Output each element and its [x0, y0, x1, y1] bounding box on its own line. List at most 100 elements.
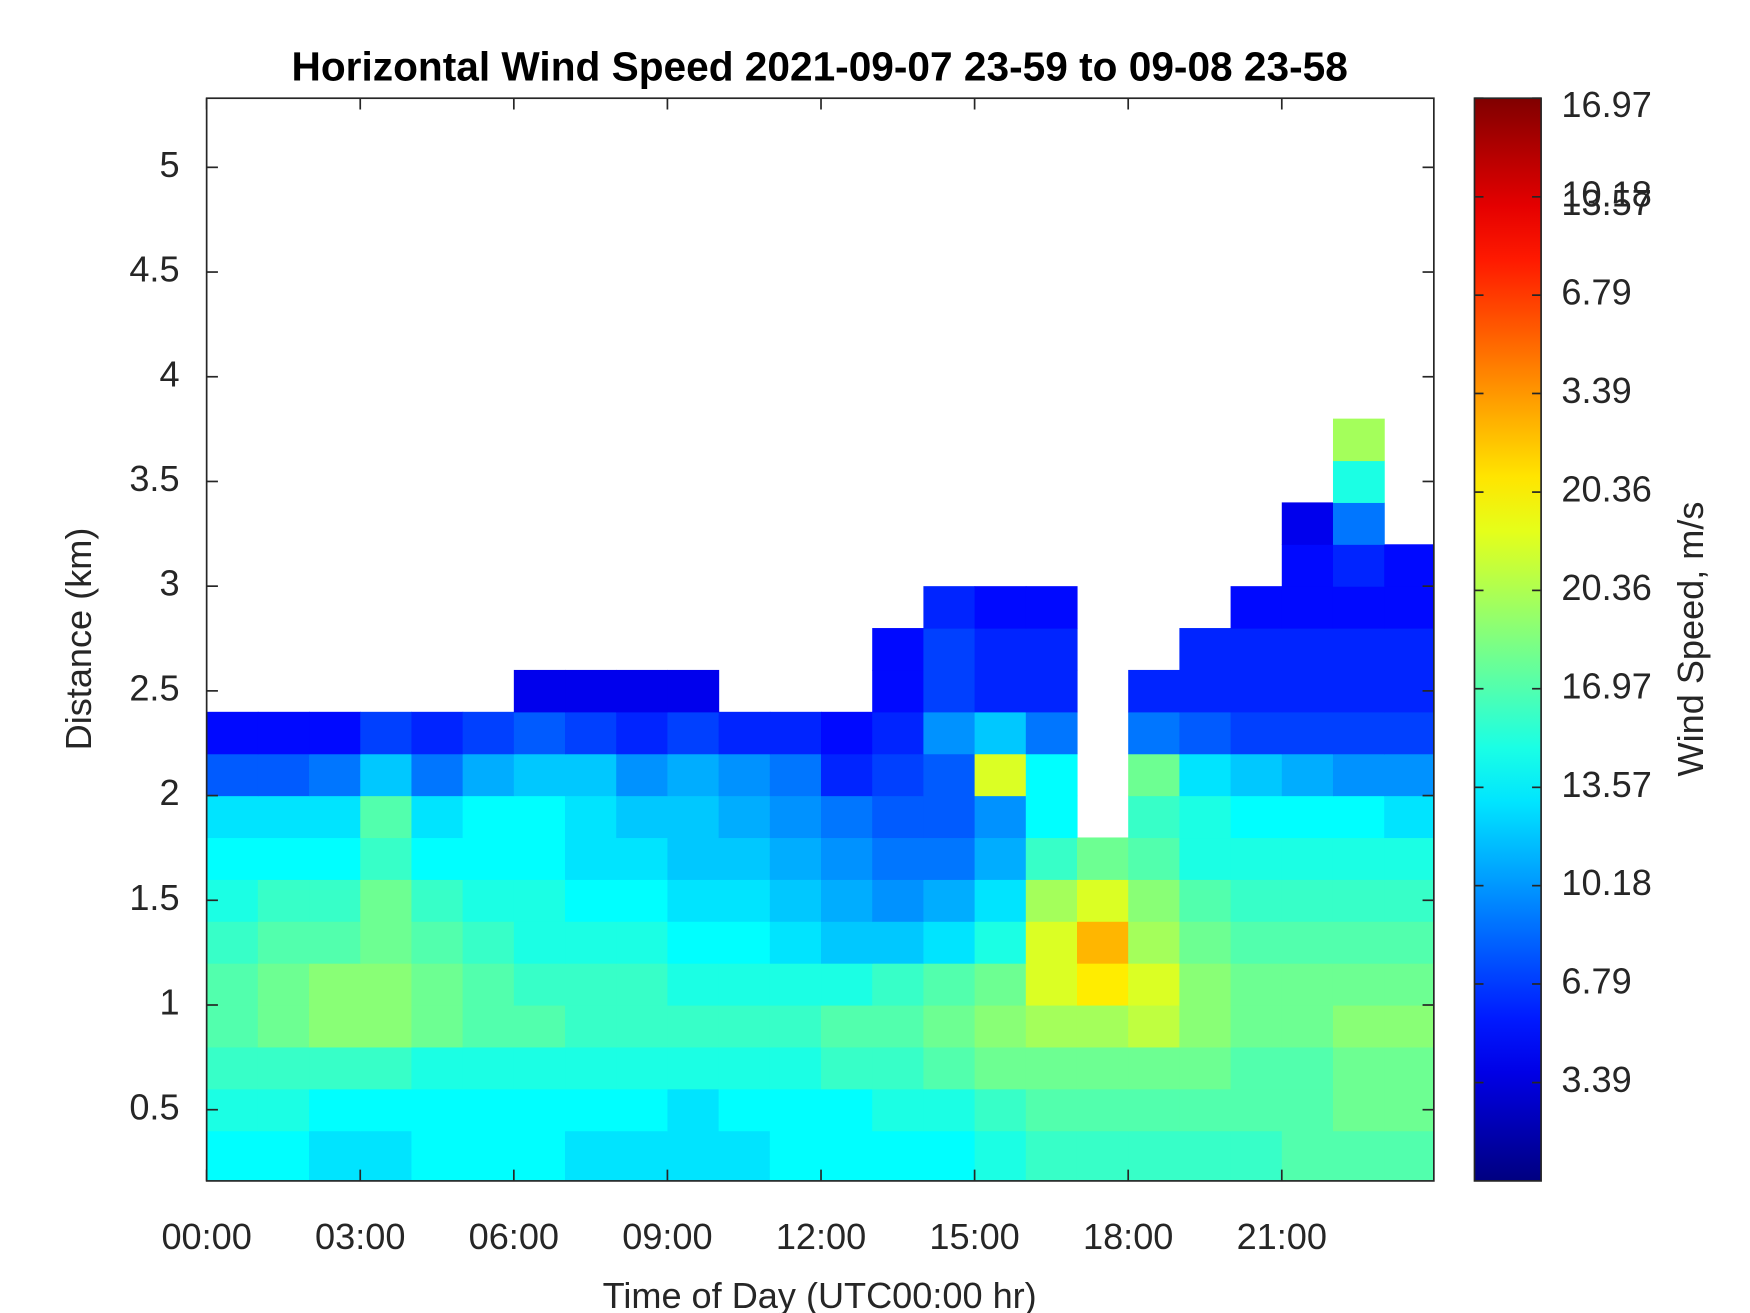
heatmap-cell [769, 921, 822, 964]
heatmap-cell [974, 879, 1027, 922]
heatmap-cell [1230, 586, 1283, 629]
heatmap-cell [1179, 1046, 1232, 1090]
heatmap-cell [616, 921, 668, 964]
heatmap-cell [1128, 1046, 1180, 1090]
heatmap-cell [1128, 753, 1180, 797]
heatmap-cell [411, 1046, 464, 1090]
heatmap-cell [667, 963, 720, 1006]
heatmap-cell [1179, 1088, 1232, 1132]
heatmap-cell [1384, 837, 1435, 880]
heatmap-cell [1128, 1004, 1180, 1048]
heatmap-cell [667, 1130, 720, 1182]
heatmap-cell [821, 795, 873, 839]
heatmap-cell [257, 753, 310, 797]
heatmap-cell [462, 921, 515, 964]
heatmap-cell [718, 1088, 771, 1132]
heatmap-cell [1128, 795, 1180, 839]
heatmap-cell [667, 879, 720, 922]
heatmap-cell [1384, 753, 1435, 797]
heatmap-cell [923, 963, 976, 1006]
heatmap-cell [718, 753, 771, 797]
heatmap-cell [565, 837, 617, 880]
heatmap-cell [1384, 795, 1435, 839]
heatmap-cell [821, 1088, 873, 1132]
heatmap-cell [872, 963, 924, 1006]
heatmap-cell [206, 795, 259, 839]
heatmap-cell [974, 1046, 1027, 1090]
heatmap-cell [1230, 628, 1283, 671]
y-tick-label: 3 [159, 563, 179, 604]
heatmap-cell [1025, 1130, 1078, 1182]
heatmap-cell [1025, 628, 1078, 671]
heatmap-cell [513, 879, 566, 922]
heatmap-cell [1076, 837, 1129, 880]
heatmap-cell [565, 1004, 617, 1048]
heatmap-cell [1384, 628, 1435, 671]
heatmap-cell [769, 753, 822, 797]
colorbar-tick-label: 16.97 [1561, 84, 1651, 125]
heatmap-cell [667, 837, 720, 880]
heatmap-cell [1025, 921, 1078, 964]
heatmap-cell [411, 921, 464, 964]
heatmap-cell [257, 1088, 310, 1132]
heatmap-cell [718, 879, 771, 922]
x-tick-label: 00:00 [161, 1216, 251, 1257]
heatmap-cell [667, 711, 720, 755]
y-tick-label: 2 [159, 772, 179, 813]
heatmap-cell [1076, 879, 1129, 922]
heatmap-cell [1230, 879, 1283, 922]
heatmap-cell [769, 711, 822, 755]
heatmap-cell [462, 1130, 515, 1182]
heatmap-cell [309, 837, 361, 880]
heatmap-cell [1128, 879, 1180, 922]
heatmap-cell [616, 1130, 668, 1182]
heatmap-cell [718, 795, 771, 839]
heatmap-cell [309, 753, 361, 797]
heatmap-cell [667, 753, 720, 797]
heatmap-cell [769, 795, 822, 839]
x-axis-label: Time of Day (UTC00:00 hr) [603, 1275, 1037, 1313]
heatmap-cell [462, 879, 515, 922]
heatmap-cell [923, 795, 976, 839]
heatmap-cell [360, 879, 412, 922]
y-tick-label: 5 [159, 144, 179, 185]
heatmap-cell [411, 753, 464, 797]
heatmap-cell [923, 753, 976, 797]
heatmap-cell [1179, 1004, 1232, 1048]
heatmap-cell [1332, 837, 1385, 880]
heatmap-cell [1179, 711, 1232, 755]
y-tick-label: 4.5 [129, 249, 179, 290]
heatmap-cell [565, 879, 617, 922]
heatmap-cell [1025, 753, 1078, 797]
colorbar-tick-label: 16.97 [1561, 665, 1651, 706]
heatmap-cell [1179, 921, 1232, 964]
heatmap-cell [616, 795, 668, 839]
heatmap-cell [360, 837, 412, 880]
heatmap-cell [513, 711, 566, 755]
heatmap-cell [206, 711, 259, 755]
heatmap-cell [1230, 921, 1283, 964]
heatmap-cell [513, 837, 566, 880]
heatmap-cell [1128, 1088, 1180, 1132]
heatmap-cell [1332, 502, 1385, 545]
heatmap-cell [923, 1046, 976, 1090]
heatmap-cell [565, 1088, 617, 1132]
heatmap-cell [616, 711, 668, 755]
heatmap-cell [206, 1046, 259, 1090]
heatmap-cell [1281, 879, 1334, 922]
heatmap-cell [360, 1088, 412, 1132]
heatmap-cell [821, 1130, 873, 1182]
heatmap-cell [616, 963, 668, 1006]
heatmap-cell [1332, 711, 1385, 755]
heatmap-cell [616, 837, 668, 880]
heatmap-cell [1384, 963, 1435, 1006]
heatmap-cell [1128, 1130, 1180, 1182]
heatmap-cell [1128, 963, 1180, 1006]
heatmap-cell [1179, 753, 1232, 797]
heatmap-cell [309, 1046, 361, 1090]
heatmap-cell [309, 1088, 361, 1132]
heatmap-cell [1025, 586, 1078, 629]
heatmap-cell [565, 921, 617, 964]
heatmap-cell [565, 711, 617, 755]
